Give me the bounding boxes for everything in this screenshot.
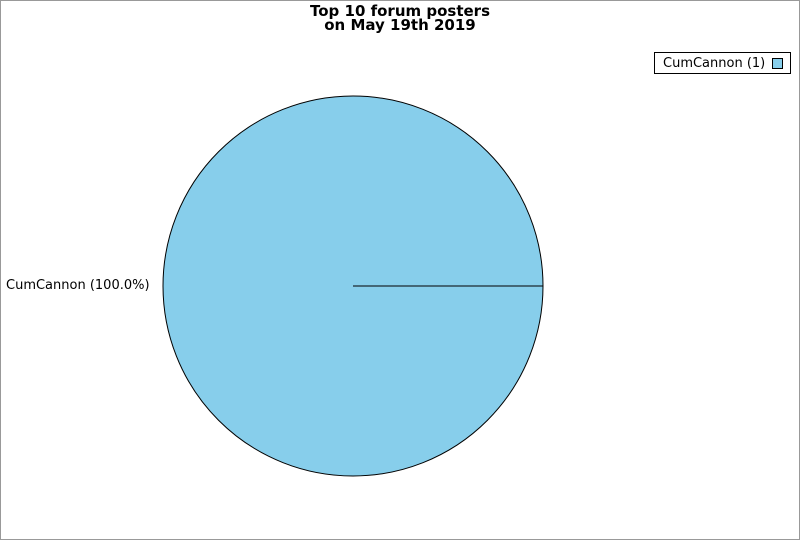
legend-swatch-rect: [772, 57, 784, 69]
legend-swatch-icon: [772, 57, 784, 69]
legend-item-label: CumCannon (1): [663, 55, 766, 71]
chart-title: Top 10 forum posters on May 19th 2019: [1, 2, 799, 34]
legend: CumCannon (1): [654, 52, 792, 74]
chart-title-line-1: Top 10 forum posters: [310, 2, 490, 20]
pie-slice-label: CumCannon (100.0%): [6, 278, 150, 293]
chart-title-line-2: on May 19th 2019: [324, 16, 476, 34]
